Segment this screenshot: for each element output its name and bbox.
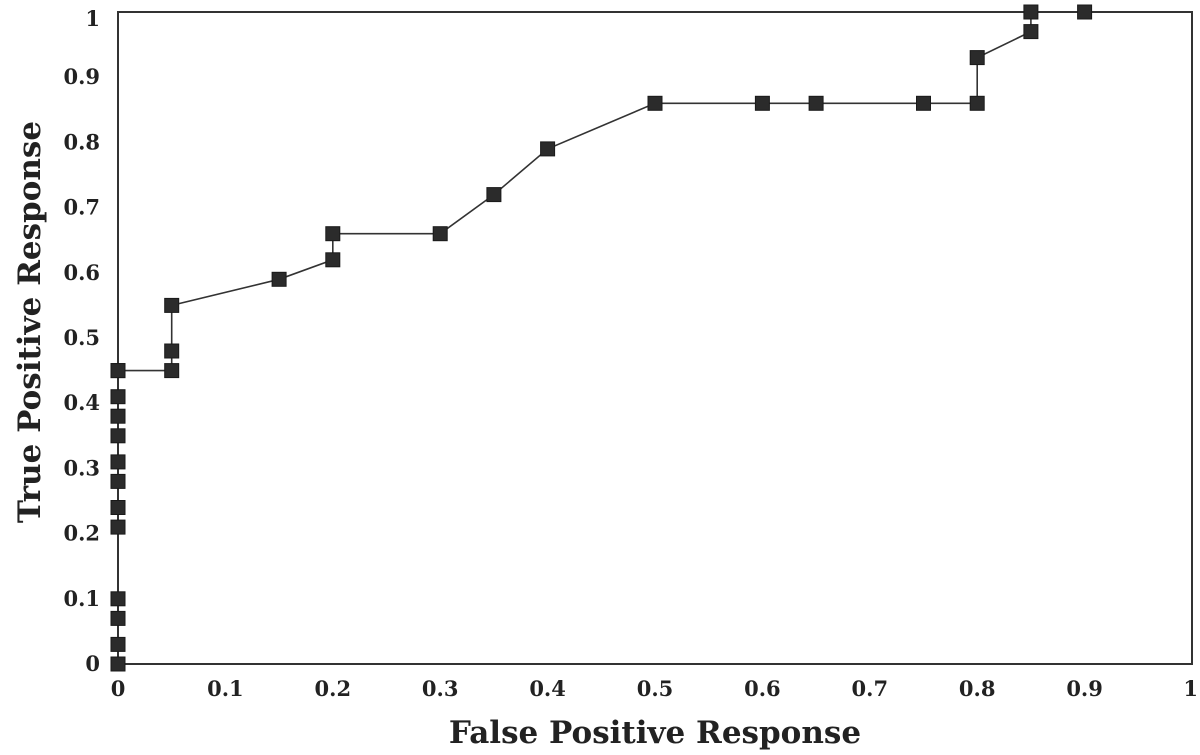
x-tick-label: 0.8 xyxy=(959,676,996,701)
x-tick-label: 0.3 xyxy=(422,676,459,701)
x-tick-label: 0.5 xyxy=(637,676,674,701)
y-tick-label: 0 xyxy=(85,651,100,676)
x-tick-label: 0 xyxy=(111,676,126,701)
plot-frame xyxy=(117,11,1193,665)
y-tick-label: 0.9 xyxy=(63,64,100,89)
roc-point-marker xyxy=(164,297,180,313)
y-tick-label: 0.4 xyxy=(63,390,100,415)
x-axis-title: False Positive Response xyxy=(449,715,861,751)
y-tick-label: 0.2 xyxy=(63,521,100,546)
roc-point-marker xyxy=(754,95,770,111)
roc-curve-markers xyxy=(110,4,1093,672)
roc-point-marker xyxy=(969,95,985,111)
x-tick-label: 0.1 xyxy=(207,676,244,701)
y-tick-label: 0.3 xyxy=(63,455,100,480)
roc-point-marker xyxy=(110,454,126,470)
roc-point-marker xyxy=(325,252,341,268)
roc-point-marker xyxy=(486,187,502,203)
y-tick-label: 0.1 xyxy=(63,586,100,611)
y-tick-label: 0.7 xyxy=(63,195,100,220)
roc-point-marker xyxy=(110,500,126,515)
roc-point-marker xyxy=(969,50,985,66)
roc-curve-line xyxy=(117,11,1085,664)
roc-point-marker xyxy=(110,473,126,489)
roc-point-marker xyxy=(808,95,824,111)
y-axis-tick-labels: 0 0.1 0.2 0.3 0.4 0.5 0.6 0.7 0.8 0.9 1 xyxy=(63,6,100,676)
roc-point-marker xyxy=(325,226,341,242)
y-axis-title: True Positive Response xyxy=(12,121,48,523)
x-axis-tick-labels: 0 0.1 0.2 0.3 0.4 0.5 0.6 0.7 0.8 0.9 1 xyxy=(111,676,1198,701)
roc-point-marker xyxy=(110,656,126,672)
x-tick-label: 1 xyxy=(1183,676,1198,701)
roc-point-marker xyxy=(110,363,126,379)
x-tick-label: 0.7 xyxy=(852,676,889,701)
roc-point-marker xyxy=(164,363,180,379)
roc-point-marker xyxy=(647,95,663,111)
roc-point-marker xyxy=(1077,4,1093,20)
roc-point-marker xyxy=(110,519,126,535)
roc-point-marker xyxy=(164,343,180,359)
roc-point-marker xyxy=(540,141,556,157)
y-tick-label: 0.5 xyxy=(63,325,100,350)
x-tick-label: 0.6 xyxy=(744,676,781,701)
roc-point-marker xyxy=(271,271,287,287)
roc-point-marker xyxy=(110,428,126,444)
roc-point-marker xyxy=(110,610,126,626)
roc-point-marker xyxy=(110,389,126,405)
x-tick-label: 0.2 xyxy=(315,676,352,701)
x-tick-label: 0.9 xyxy=(1066,676,1103,701)
x-tick-label: 0.4 xyxy=(529,676,566,701)
roc-point-marker xyxy=(432,226,448,242)
roc-point-marker xyxy=(916,95,931,111)
roc-point-marker xyxy=(1023,4,1039,20)
y-tick-label: 0.6 xyxy=(63,260,100,285)
y-tick-label: 1 xyxy=(85,6,100,31)
y-tick-label: 0.8 xyxy=(63,129,100,154)
roc-point-marker xyxy=(110,408,126,424)
roc-point-marker xyxy=(110,591,126,607)
roc-point-marker xyxy=(110,636,126,652)
roc-point-marker xyxy=(1023,24,1039,40)
